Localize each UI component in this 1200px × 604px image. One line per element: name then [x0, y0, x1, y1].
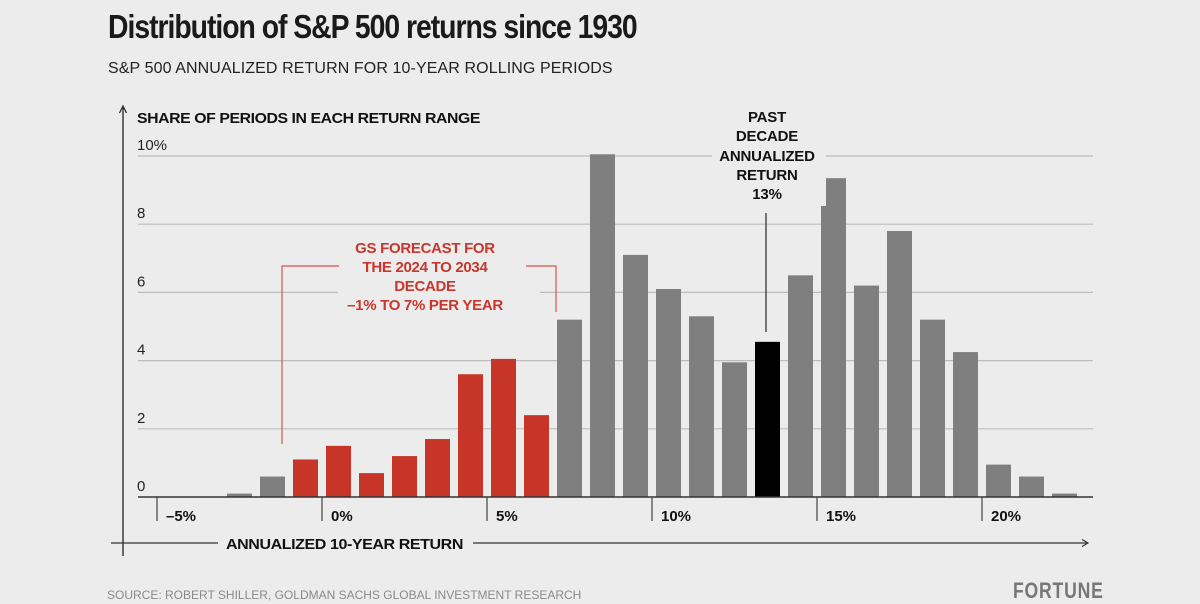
bar-gray	[557, 319, 582, 497]
past-line-5: 13%	[752, 186, 781, 203]
past-line-3: ANNUALIZED	[719, 148, 815, 165]
bar-gray	[887, 231, 912, 497]
fortune-logo: FORTUNE	[1013, 578, 1104, 603]
bar-gray	[722, 362, 747, 497]
x-ticks: –5% 0% 5% 10% 15% 20%	[156, 497, 1021, 525]
y-axis-title: SHARE OF PERIODS IN EACH RETURN RANGE	[137, 110, 480, 127]
axes	[111, 104, 1093, 556]
forecast-annotation: GS FORECAST FOR THE 2024 TO 2034 DECADE …	[281, 234, 557, 444]
bar-gray	[986, 464, 1011, 497]
past-line-4: RETURN	[736, 167, 797, 184]
forecast-annotation-bg	[338, 234, 540, 316]
forecast-line-2: THE 2024 TO 2034	[363, 259, 489, 276]
y-axis-arrow-icon	[118, 104, 128, 114]
bar-gray	[953, 352, 978, 497]
forecast-line-3: DECADE	[394, 278, 456, 295]
past-line-2: DECADE	[736, 128, 798, 145]
x-tick-label: 10%	[661, 508, 691, 525]
forecast-bracket	[281, 265, 557, 444]
past-line-1: PAST	[748, 109, 786, 126]
bar-gray	[590, 154, 615, 498]
forecast-line-4: –1% TO 7% PER YEAR	[347, 297, 503, 314]
x-tick-label: 5%	[496, 508, 518, 525]
bar-forecast	[425, 439, 450, 497]
y-tick-label: 6	[137, 273, 145, 290]
y-tick-labels: 0 2 4 6 8 10%	[137, 137, 167, 495]
y-tick-label: 10%	[137, 137, 167, 154]
bar-forecast	[524, 415, 549, 497]
bar-gray	[788, 275, 813, 497]
bar-past	[755, 341, 780, 497]
y-tick-label: 4	[137, 342, 145, 359]
bar-forecast	[359, 473, 384, 497]
bar-forecast	[392, 456, 417, 497]
bar-gray	[854, 285, 879, 497]
forecast-line-1: GS FORECAST FOR	[355, 240, 495, 257]
bar-forecast	[491, 358, 516, 497]
x-axis-arrow-icon	[1081, 538, 1090, 548]
x-tick-label: 15%	[826, 508, 856, 525]
bar-gray	[1019, 476, 1044, 497]
bar-gray	[920, 319, 945, 497]
bar-forecast	[326, 445, 351, 497]
bar-gray	[689, 316, 714, 497]
y-tick-label: 8	[137, 205, 145, 222]
y-tick-label: 0	[137, 478, 145, 495]
x-tick-label: 0%	[331, 508, 353, 525]
bar-forecast	[458, 374, 483, 497]
bar-gray	[1052, 493, 1077, 497]
bar-gray	[821, 178, 846, 498]
bar-forecast	[293, 459, 318, 497]
bars	[227, 154, 1077, 498]
chart-subtitle: S&P 500 ANNUALIZED RETURN FOR 10-YEAR RO…	[108, 60, 613, 77]
y-tick-label: 2	[137, 410, 145, 427]
source-note: SOURCE: ROBERT SHILLER, GOLDMAN SACHS GL…	[107, 588, 582, 602]
past-decade-annotation: PAST DECADE ANNUALIZED RETURN 13%	[712, 104, 826, 332]
bar-gray	[260, 476, 285, 497]
bar-gray	[656, 288, 681, 497]
chart-title: Distribution of S&P 500 returns since 19…	[108, 8, 638, 45]
x-tick-label: –5%	[166, 508, 196, 525]
past-annotation-bg	[712, 104, 826, 206]
x-tick-label: 20%	[991, 508, 1021, 525]
bar-gray	[227, 493, 252, 497]
bar-gray	[623, 254, 648, 497]
x-axis-title: ANNUALIZED 10-YEAR RETURN	[226, 536, 463, 553]
gridlines	[138, 155, 1093, 430]
